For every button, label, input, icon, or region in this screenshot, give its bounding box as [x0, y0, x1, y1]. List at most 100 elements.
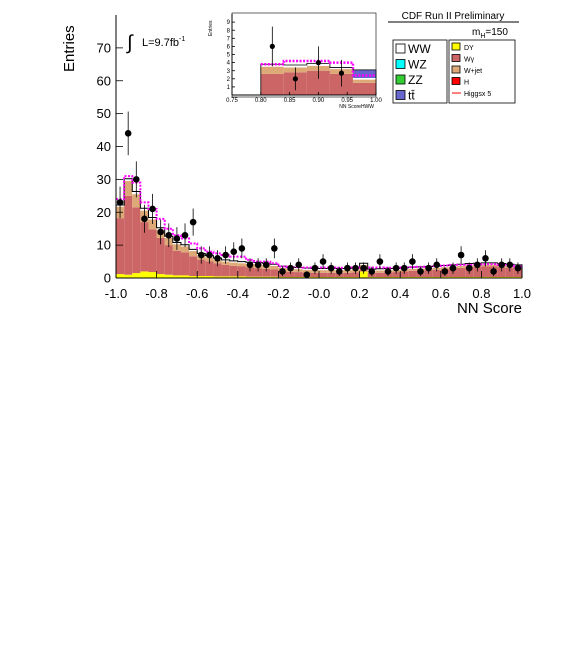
- data-point: [222, 251, 229, 259]
- legend-label: WZ: [408, 58, 427, 72]
- lumi-value: L=9.7fb: [142, 37, 179, 49]
- y-tick-label: 40: [97, 139, 111, 154]
- data-point: [279, 268, 286, 275]
- bar-1-39: [432, 269, 441, 278]
- legend-label: Wγ: [464, 57, 475, 64]
- main-axes: -1.0 -0.8 -0.6 -0.4 -0.2 -0.0 0.2 0.4 0.6 0.8 1.00…: [97, 15, 531, 301]
- bar-2-2: [132, 194, 141, 208]
- bar-0-8: [180, 275, 190, 278]
- bar-1-17: [254, 268, 263, 277]
- data-point: [498, 261, 506, 269]
- bar-1-21: [286, 271, 295, 278]
- y-tick-label: 20: [97, 205, 111, 220]
- bar-0-1: [124, 274, 133, 278]
- bar-1-42: [457, 267, 466, 278]
- bar-0-18: [262, 276, 271, 278]
- bar-3-40: [440, 265, 449, 268]
- legend-label: Higgsx 5: [464, 91, 491, 98]
- x-axis-title: NN Score: [457, 300, 522, 317]
- data-point: [506, 261, 514, 269]
- bar-0-5: [156, 274, 165, 278]
- data-point: [230, 248, 238, 255]
- bar-1-5: [156, 237, 165, 275]
- bar-3-19: [270, 264, 279, 266]
- inset-data-points: [269, 26, 345, 91]
- bar-3-1: [124, 178, 133, 182]
- bar-0-17: [254, 276, 263, 278]
- bar-2-1: [283, 65, 307, 68]
- bar-2-25: [319, 270, 328, 273]
- bar-1-3: [140, 222, 149, 272]
- legend-swatch: [395, 43, 406, 54]
- bar-0-10: [197, 276, 206, 278]
- bar-1-11: [205, 261, 214, 277]
- bar-3-4: [352, 69, 376, 78]
- data-point: [482, 254, 489, 262]
- data-point: [344, 264, 351, 272]
- bar-3-15: [237, 261, 246, 264]
- bar-1-12: [213, 263, 222, 277]
- legend-swatch: [395, 90, 406, 100]
- bar-1-2: [132, 207, 141, 274]
- y-tick-label: 8: [227, 28, 231, 34]
- bar-1-9: [189, 256, 198, 277]
- data-point: [165, 231, 173, 239]
- data-point: [287, 264, 294, 272]
- bar-1-34: [392, 272, 401, 278]
- data-point: [269, 43, 275, 50]
- x-tick-label: 0.95: [341, 98, 353, 104]
- legend-label: WW: [408, 42, 431, 56]
- x-tick-label: 0.8: [472, 286, 490, 301]
- inset-y-title: Entries: [208, 20, 214, 36]
- data-point: [465, 264, 473, 272]
- data-point: [409, 258, 416, 265]
- bar-0-13: [221, 276, 230, 278]
- bar-1-48: [505, 267, 514, 278]
- signal-line: [260, 59, 376, 77]
- data-point: [457, 251, 465, 259]
- bar-1-8: [180, 252, 190, 276]
- data-point: [360, 264, 367, 272]
- bar-1-35: [400, 271, 409, 278]
- data-point: [295, 261, 303, 269]
- legend-swatch: [451, 65, 461, 74]
- bar-1-1: [124, 195, 133, 275]
- legend-label: tt̄: [408, 89, 415, 103]
- y-tick-label: 70: [97, 40, 111, 55]
- data-point: [271, 245, 278, 252]
- x-tick-label: 1.00: [370, 98, 382, 104]
- x-tick-label: -0.4: [227, 286, 249, 301]
- bar-2-15: [237, 263, 246, 267]
- inset-axes: 0.75 0.80 0.85 0.90 0.95 1.00 1 2 3 4 5 6 7 8 9: [226, 14, 382, 104]
- legend-swatch: [451, 42, 461, 51]
- y-axis-title: Entries: [61, 25, 78, 72]
- bar-1-7: [172, 250, 181, 276]
- lumi-label: ∫ L=9.7fb-1: [126, 32, 185, 54]
- legend-swatch: [451, 77, 461, 85]
- mass-label: mH=150: [472, 27, 508, 40]
- data-point: [490, 268, 497, 275]
- y-tick-label: 0: [104, 271, 111, 286]
- bar-0-16: [245, 276, 255, 278]
- data-point: [433, 261, 441, 269]
- data-point: [303, 271, 311, 279]
- data-point: [441, 268, 449, 275]
- bar-1-6: [164, 245, 173, 275]
- bar-1-10: [197, 259, 206, 277]
- mass-sub: H: [480, 33, 485, 40]
- data-point: [238, 245, 246, 252]
- legend-label: W+jet: [464, 68, 482, 75]
- data-point: [376, 258, 384, 265]
- bar-1-22: [294, 272, 303, 278]
- bar-3-23: [302, 268, 311, 270]
- bar-1-16: [245, 267, 255, 277]
- data-point: [352, 264, 359, 272]
- data-point: [254, 261, 262, 269]
- mass-m: m: [472, 27, 480, 38]
- header-box: CDF Run II Preliminary mH=150: [388, 11, 519, 40]
- bar-0-15: [237, 276, 246, 278]
- data-point: [392, 264, 400, 272]
- data-point: [449, 264, 457, 272]
